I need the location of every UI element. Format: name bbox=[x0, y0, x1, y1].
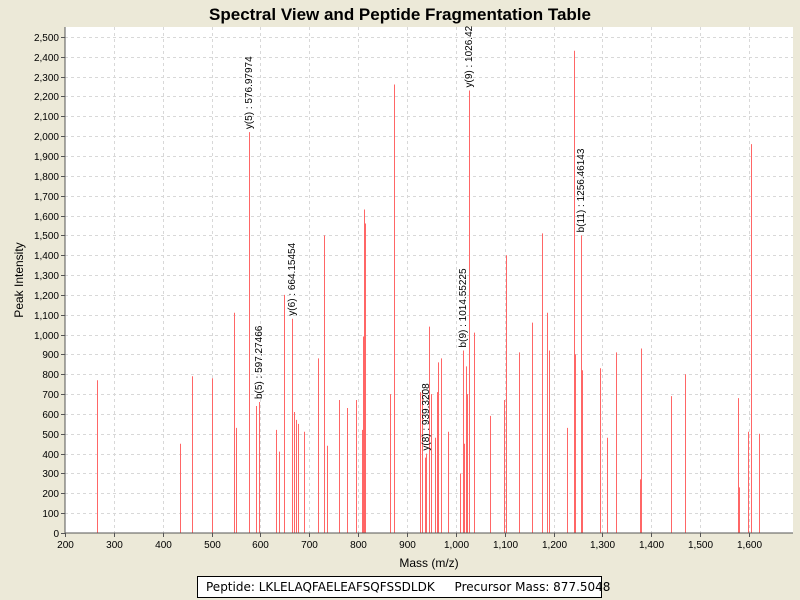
y-tick-label: 200 bbox=[42, 489, 59, 500]
y-tick-label: 2,200 bbox=[34, 92, 59, 103]
y-tick-label: 1,200 bbox=[34, 291, 59, 302]
y-tick-label: 1,800 bbox=[34, 172, 59, 183]
peak-annotation: y(6) : 664.15454 bbox=[287, 242, 298, 315]
x-tick-label: 1,200 bbox=[542, 540, 567, 551]
y-tick-label: 1,300 bbox=[34, 271, 59, 282]
peptide-info-box: Peptide: LKLELAQFAELEAFSQFSSDLDK Precurs… bbox=[197, 576, 610, 598]
y-tick-label: 1,000 bbox=[34, 331, 59, 342]
peak-annotation: b(5) : 597.27466 bbox=[254, 325, 265, 399]
y-axis-label: Peak Intensity bbox=[12, 242, 26, 317]
peak-annotation: y(9) : 1026.42 bbox=[464, 25, 475, 87]
x-tick-label: 800 bbox=[350, 540, 367, 551]
x-tick-label: 1,500 bbox=[688, 540, 713, 551]
peptide-sequence: Peptide: LKLELAQFAELEAFSQFSSDLDK bbox=[206, 580, 435, 594]
x-tick-label: 1,400 bbox=[639, 540, 664, 551]
x-tick-label: 1,600 bbox=[737, 540, 762, 551]
x-tick-label: 600 bbox=[252, 540, 269, 551]
chart-title: Spectral View and Peptide Fragmentation … bbox=[209, 5, 591, 24]
x-tick-label: 900 bbox=[399, 540, 416, 551]
y-tick-label: 1,100 bbox=[34, 311, 59, 322]
y-tick-label: 1,900 bbox=[34, 152, 59, 163]
y-tick-label: 2,100 bbox=[34, 112, 59, 123]
y-tick-label: 1,400 bbox=[34, 251, 59, 262]
grid bbox=[65, 27, 793, 533]
y-tick-label: 2,300 bbox=[34, 73, 59, 84]
y-tick-label: 2,500 bbox=[34, 33, 59, 44]
peak-annotation: y(5) : 576.97974 bbox=[244, 56, 255, 129]
x-tick-label: 1,300 bbox=[590, 540, 615, 551]
x-tick-label: 400 bbox=[155, 540, 172, 551]
x-tick-label: 1,100 bbox=[493, 540, 518, 551]
x-tick-label: 300 bbox=[106, 540, 123, 551]
y-tick-label: 800 bbox=[42, 370, 59, 381]
x-axis-ticks: 200 300 400 500 600 700 800 900 1,000 1,100 1,200 1… bbox=[57, 533, 762, 551]
y-tick-label: 900 bbox=[42, 350, 59, 361]
y-tick-label: 300 bbox=[42, 469, 59, 480]
precursor-mass: Precursor Mass: 877.5048 bbox=[454, 580, 611, 594]
y-tick-label: 2,000 bbox=[34, 132, 59, 143]
peak-annotation: b(11) : 1256.46143 bbox=[576, 148, 587, 232]
y-tick-label: 1,600 bbox=[34, 212, 59, 223]
peaks bbox=[97, 50, 760, 533]
x-tick-label: 1,000 bbox=[444, 540, 469, 551]
y-tick-label: 700 bbox=[42, 390, 59, 401]
y-tick-label: 100 bbox=[42, 509, 59, 520]
y-tick-label: 500 bbox=[42, 430, 59, 441]
y-axis-ticks: 0 100 200 300 400 500 600 700 800 900 1,000 1,100 1,… bbox=[34, 33, 65, 540]
peak-annotations: y(5) : 576.97974 b(5) : 597.27466 y(6) : 6… bbox=[244, 25, 587, 450]
y-tick-label: 400 bbox=[42, 450, 59, 461]
x-tick-label: 700 bbox=[301, 540, 318, 551]
peak-annotation: y(8) : 939.3208 bbox=[421, 383, 432, 451]
x-tick-label: 500 bbox=[204, 540, 221, 551]
peak-annotation: b(9) : 1014.55225 bbox=[458, 268, 469, 347]
x-axis-label: Mass (m/z) bbox=[399, 556, 458, 570]
y-tick-label: 600 bbox=[42, 410, 59, 421]
y-tick-label: 1,500 bbox=[34, 231, 59, 242]
y-tick-label: 0 bbox=[53, 529, 59, 540]
y-tick-label: 1,700 bbox=[34, 192, 59, 203]
y-tick-label: 2,400 bbox=[34, 53, 59, 64]
x-tick-label: 200 bbox=[57, 540, 74, 551]
